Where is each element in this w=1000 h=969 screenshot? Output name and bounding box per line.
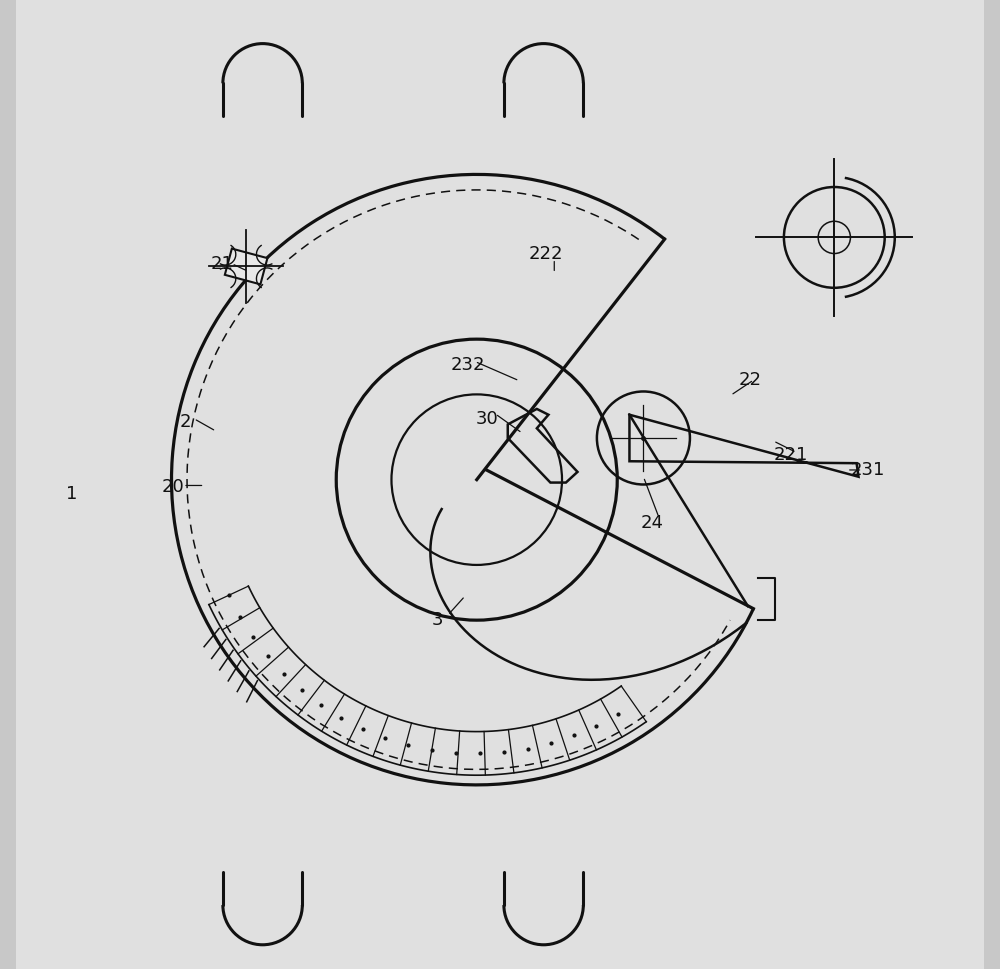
Text: 231: 231 <box>851 461 885 479</box>
Text: 22: 22 <box>739 371 762 389</box>
Text: 30: 30 <box>476 410 499 427</box>
FancyBboxPatch shape <box>6 0 994 969</box>
Text: 1: 1 <box>66 485 77 503</box>
Text: 232: 232 <box>451 357 485 374</box>
Text: 3: 3 <box>431 611 443 629</box>
Text: 222: 222 <box>528 245 563 263</box>
Text: 24: 24 <box>641 515 664 532</box>
Polygon shape <box>225 249 267 284</box>
Text: 221: 221 <box>774 447 808 464</box>
Text: 20: 20 <box>162 479 185 496</box>
Text: 2: 2 <box>179 413 191 430</box>
Text: 21: 21 <box>210 255 233 272</box>
